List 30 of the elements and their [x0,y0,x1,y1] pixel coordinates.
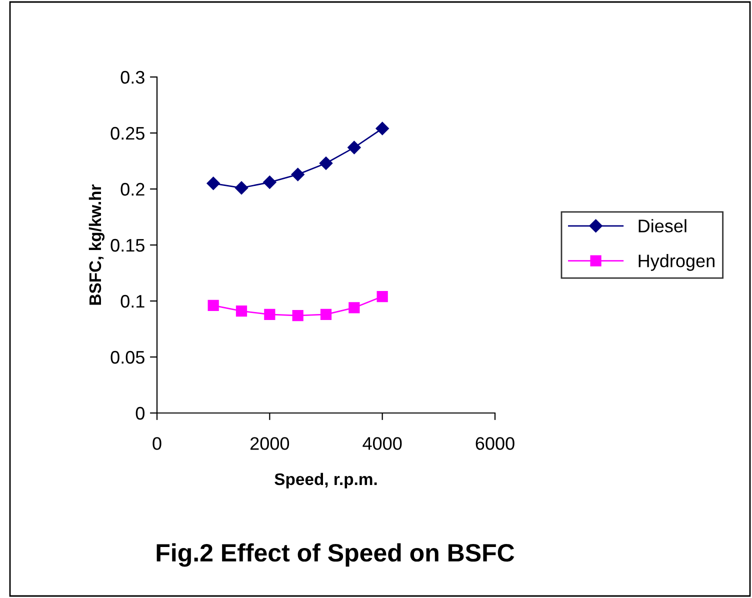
point [291,168,304,182]
legend-label: Diesel [638,219,686,232]
point [376,290,388,302]
text: Fig.2 Effect of Speed on BSFC [156,543,514,567]
y-tick-label: 0 [136,406,144,420]
point [206,176,220,190]
x-tick-label: 0 [152,437,162,450]
x-tick-label: 2000 [250,437,290,450]
y-tick-label: 0.2 [120,182,144,196]
point [348,302,360,314]
point [348,140,361,154]
point [292,310,304,322]
y-tick-label: 0.15 [110,238,144,252]
y-tick-label: 0.25 [110,126,144,140]
point [208,300,219,312]
y-tick-label: 0.05 [110,350,144,364]
point [376,122,389,136]
y-tick-label: 0.1 [120,294,144,308]
y-tick-label: 0.3 [120,70,144,84]
x-tick-label: 6000 [476,437,514,450]
point [264,308,276,320]
legend-label: Hydrogen [638,254,714,271]
y-axis-title: BSFC, kg/kw.hr [88,184,104,305]
point [236,306,248,317]
point [234,181,248,194]
point [263,176,276,189]
x-axis-title: Speed, r.p.m. [274,472,377,488]
x-tick-label: 4000 [362,437,402,450]
point [319,156,333,170]
point [320,308,332,320]
